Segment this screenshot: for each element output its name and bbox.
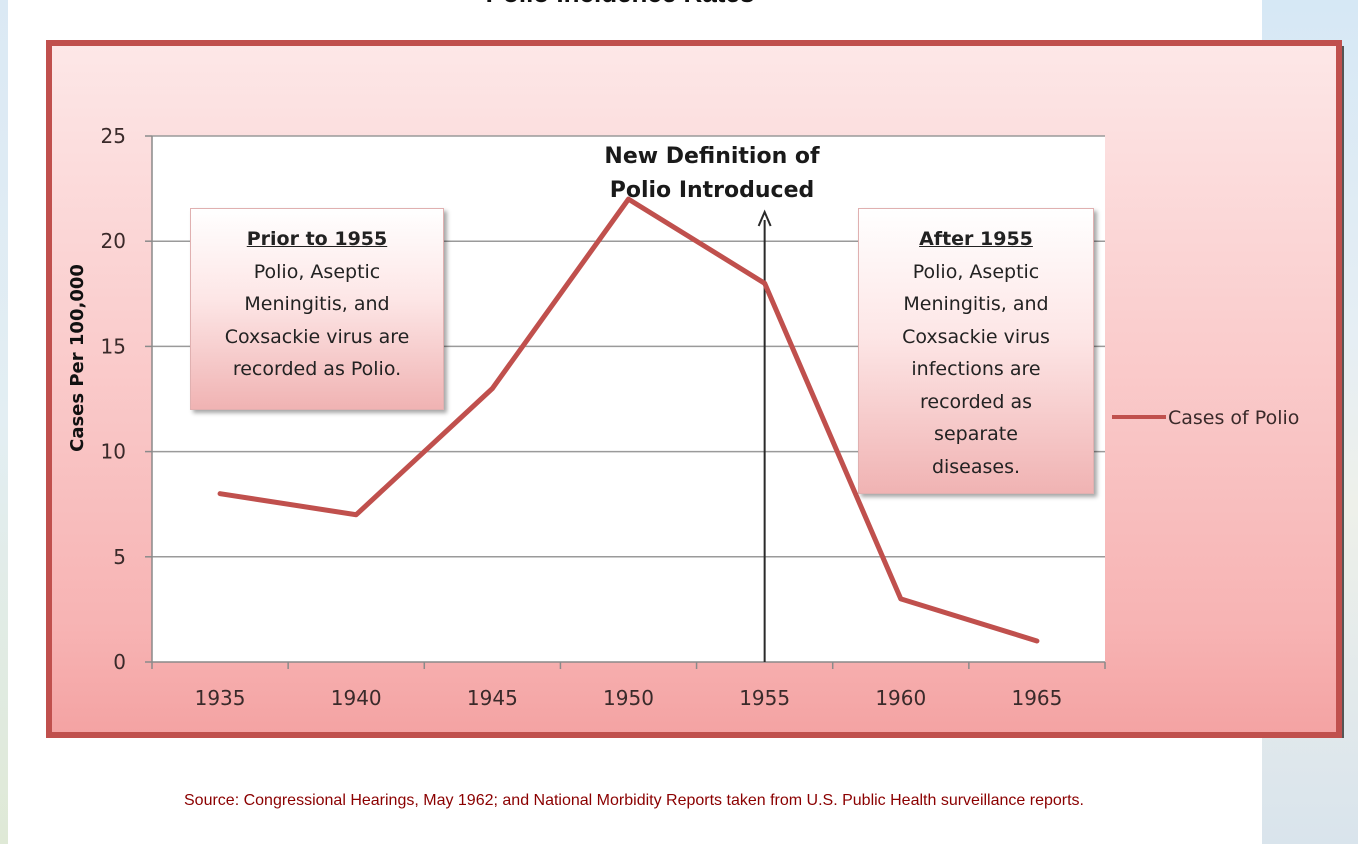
data-point [762, 281, 767, 286]
x-tick-label: 1960 [875, 686, 926, 710]
prior-note-heading: Prior to 1955 [246, 228, 388, 250]
data-point [1034, 638, 1039, 643]
x-tick-label: 1965 [1011, 686, 1062, 710]
after-note-heading: After 1955 [919, 228, 1033, 250]
prior-note-line: Meningitis, and [244, 293, 390, 315]
after-note-line: diseases. [931, 455, 1021, 478]
x-tick-label: 1935 [195, 686, 246, 710]
data-point [354, 512, 359, 517]
prior-note-line: Polio, Aseptic [253, 260, 381, 283]
new-definition-line-1: New Definition of [604, 144, 820, 169]
y-tick-labels: 0 5 10 15 20 25 [101, 124, 126, 674]
marker-arrowhead [757, 209, 772, 227]
source-citation: Source: Congressional Hearings, May 1962… [184, 792, 1084, 809]
x-tick-labels: 1935 1940 1945 1950 1955 1960 1965 [195, 686, 1063, 710]
legend-label: Cases of Polio [1168, 407, 1299, 429]
y-tick-label: 15 [101, 334, 126, 358]
data-point [218, 491, 223, 496]
y-tick-label: 0 [113, 650, 126, 674]
x-tick-label: 1940 [331, 686, 382, 710]
y-axis-label: Cases Per 100,000 [67, 264, 88, 452]
series-cases-of-polio [217, 196, 1040, 644]
data-point [898, 596, 903, 601]
y-tick-label: 5 [113, 545, 126, 569]
y-tick-label: 20 [101, 229, 126, 253]
x-tick-label: 1945 [467, 686, 518, 710]
after-note-line: separate [934, 423, 1018, 445]
after-note-line: Meningitis, and [903, 293, 1049, 315]
after-1955-note: After 1955 Polio, Aseptic Meningitis, an… [858, 208, 1094, 494]
prior-note-line: Coxsackie virus are [224, 325, 410, 348]
x-tick-label: 1955 [739, 686, 790, 710]
data-point [490, 386, 495, 391]
axes [145, 135, 1106, 669]
background-left-strip [0, 0, 8, 844]
after-note-line: Coxsackie virus [902, 325, 1050, 348]
data-point [626, 197, 631, 202]
x-tick-label: 1950 [603, 686, 654, 710]
after-note-line: Polio, Aseptic [912, 260, 1040, 283]
y-tick-label: 10 [101, 440, 126, 464]
after-note-line: infections are [911, 358, 1041, 380]
definition-marker [757, 209, 772, 662]
prior-note-line: recorded as Polio. [232, 358, 402, 380]
slide-title: Polio Incidence Rates [440, 0, 800, 8]
prior-to-1955-note: Prior to 1955 Polio, Aseptic Meningitis,… [190, 208, 444, 410]
after-note-line: recorded as [919, 390, 1033, 413]
legend: Cases of Polio [1112, 407, 1299, 429]
y-tick-label: 25 [101, 124, 126, 148]
new-definition-line-2: Polio Introduced [610, 178, 815, 203]
